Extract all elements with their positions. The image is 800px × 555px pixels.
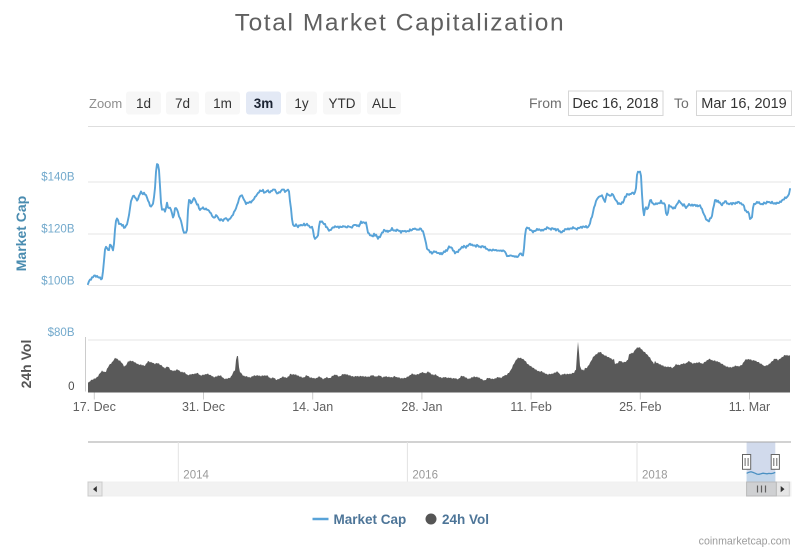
svg-text:Market Cap: Market Cap	[334, 512, 407, 527]
svg-text:2018: 2018	[642, 470, 668, 482]
svg-text:7d: 7d	[175, 96, 190, 111]
svg-text:1m: 1m	[213, 96, 232, 111]
svg-text:25. Feb: 25. Feb	[619, 400, 661, 414]
svg-text:ALL: ALL	[372, 96, 397, 111]
svg-text:3m: 3m	[254, 96, 274, 111]
svg-text:2016: 2016	[412, 470, 438, 482]
svg-text:Total Market Capitalization: Total Market Capitalization	[235, 10, 566, 37]
svg-text:To: To	[674, 95, 689, 111]
svg-text:coinmarketcap.com: coinmarketcap.com	[699, 536, 791, 548]
svg-text:14. Jan: 14. Jan	[292, 400, 333, 414]
svg-text:1y: 1y	[294, 96, 309, 111]
svg-text:$80B: $80B	[48, 327, 75, 339]
svg-text:24h Vol: 24h Vol	[442, 512, 489, 527]
svg-text:24h Vol: 24h Vol	[18, 340, 34, 389]
svg-text:From: From	[529, 95, 562, 111]
svg-text:Market Cap: Market Cap	[13, 196, 29, 271]
svg-text:1d: 1d	[136, 96, 151, 111]
svg-text:17. Dec: 17. Dec	[73, 400, 116, 414]
svg-text:2014: 2014	[183, 470, 209, 482]
svg-text:28. Jan: 28. Jan	[401, 400, 442, 414]
svg-text:31. Dec: 31. Dec	[182, 400, 225, 414]
svg-text:11. Feb: 11. Feb	[510, 400, 552, 414]
svg-text:$140B: $140B	[41, 172, 75, 184]
svg-text:Mar 16, 2019: Mar 16, 2019	[701, 96, 786, 112]
svg-text:11. Mar: 11. Mar	[729, 400, 770, 414]
svg-text:Zoom: Zoom	[89, 96, 122, 111]
svg-text:$120B: $120B	[41, 224, 75, 236]
svg-text:YTD: YTD	[329, 96, 356, 111]
svg-text:Dec 16, 2018: Dec 16, 2018	[572, 96, 658, 112]
svg-text:$100B: $100B	[41, 276, 75, 288]
svg-text:0: 0	[68, 381, 74, 393]
